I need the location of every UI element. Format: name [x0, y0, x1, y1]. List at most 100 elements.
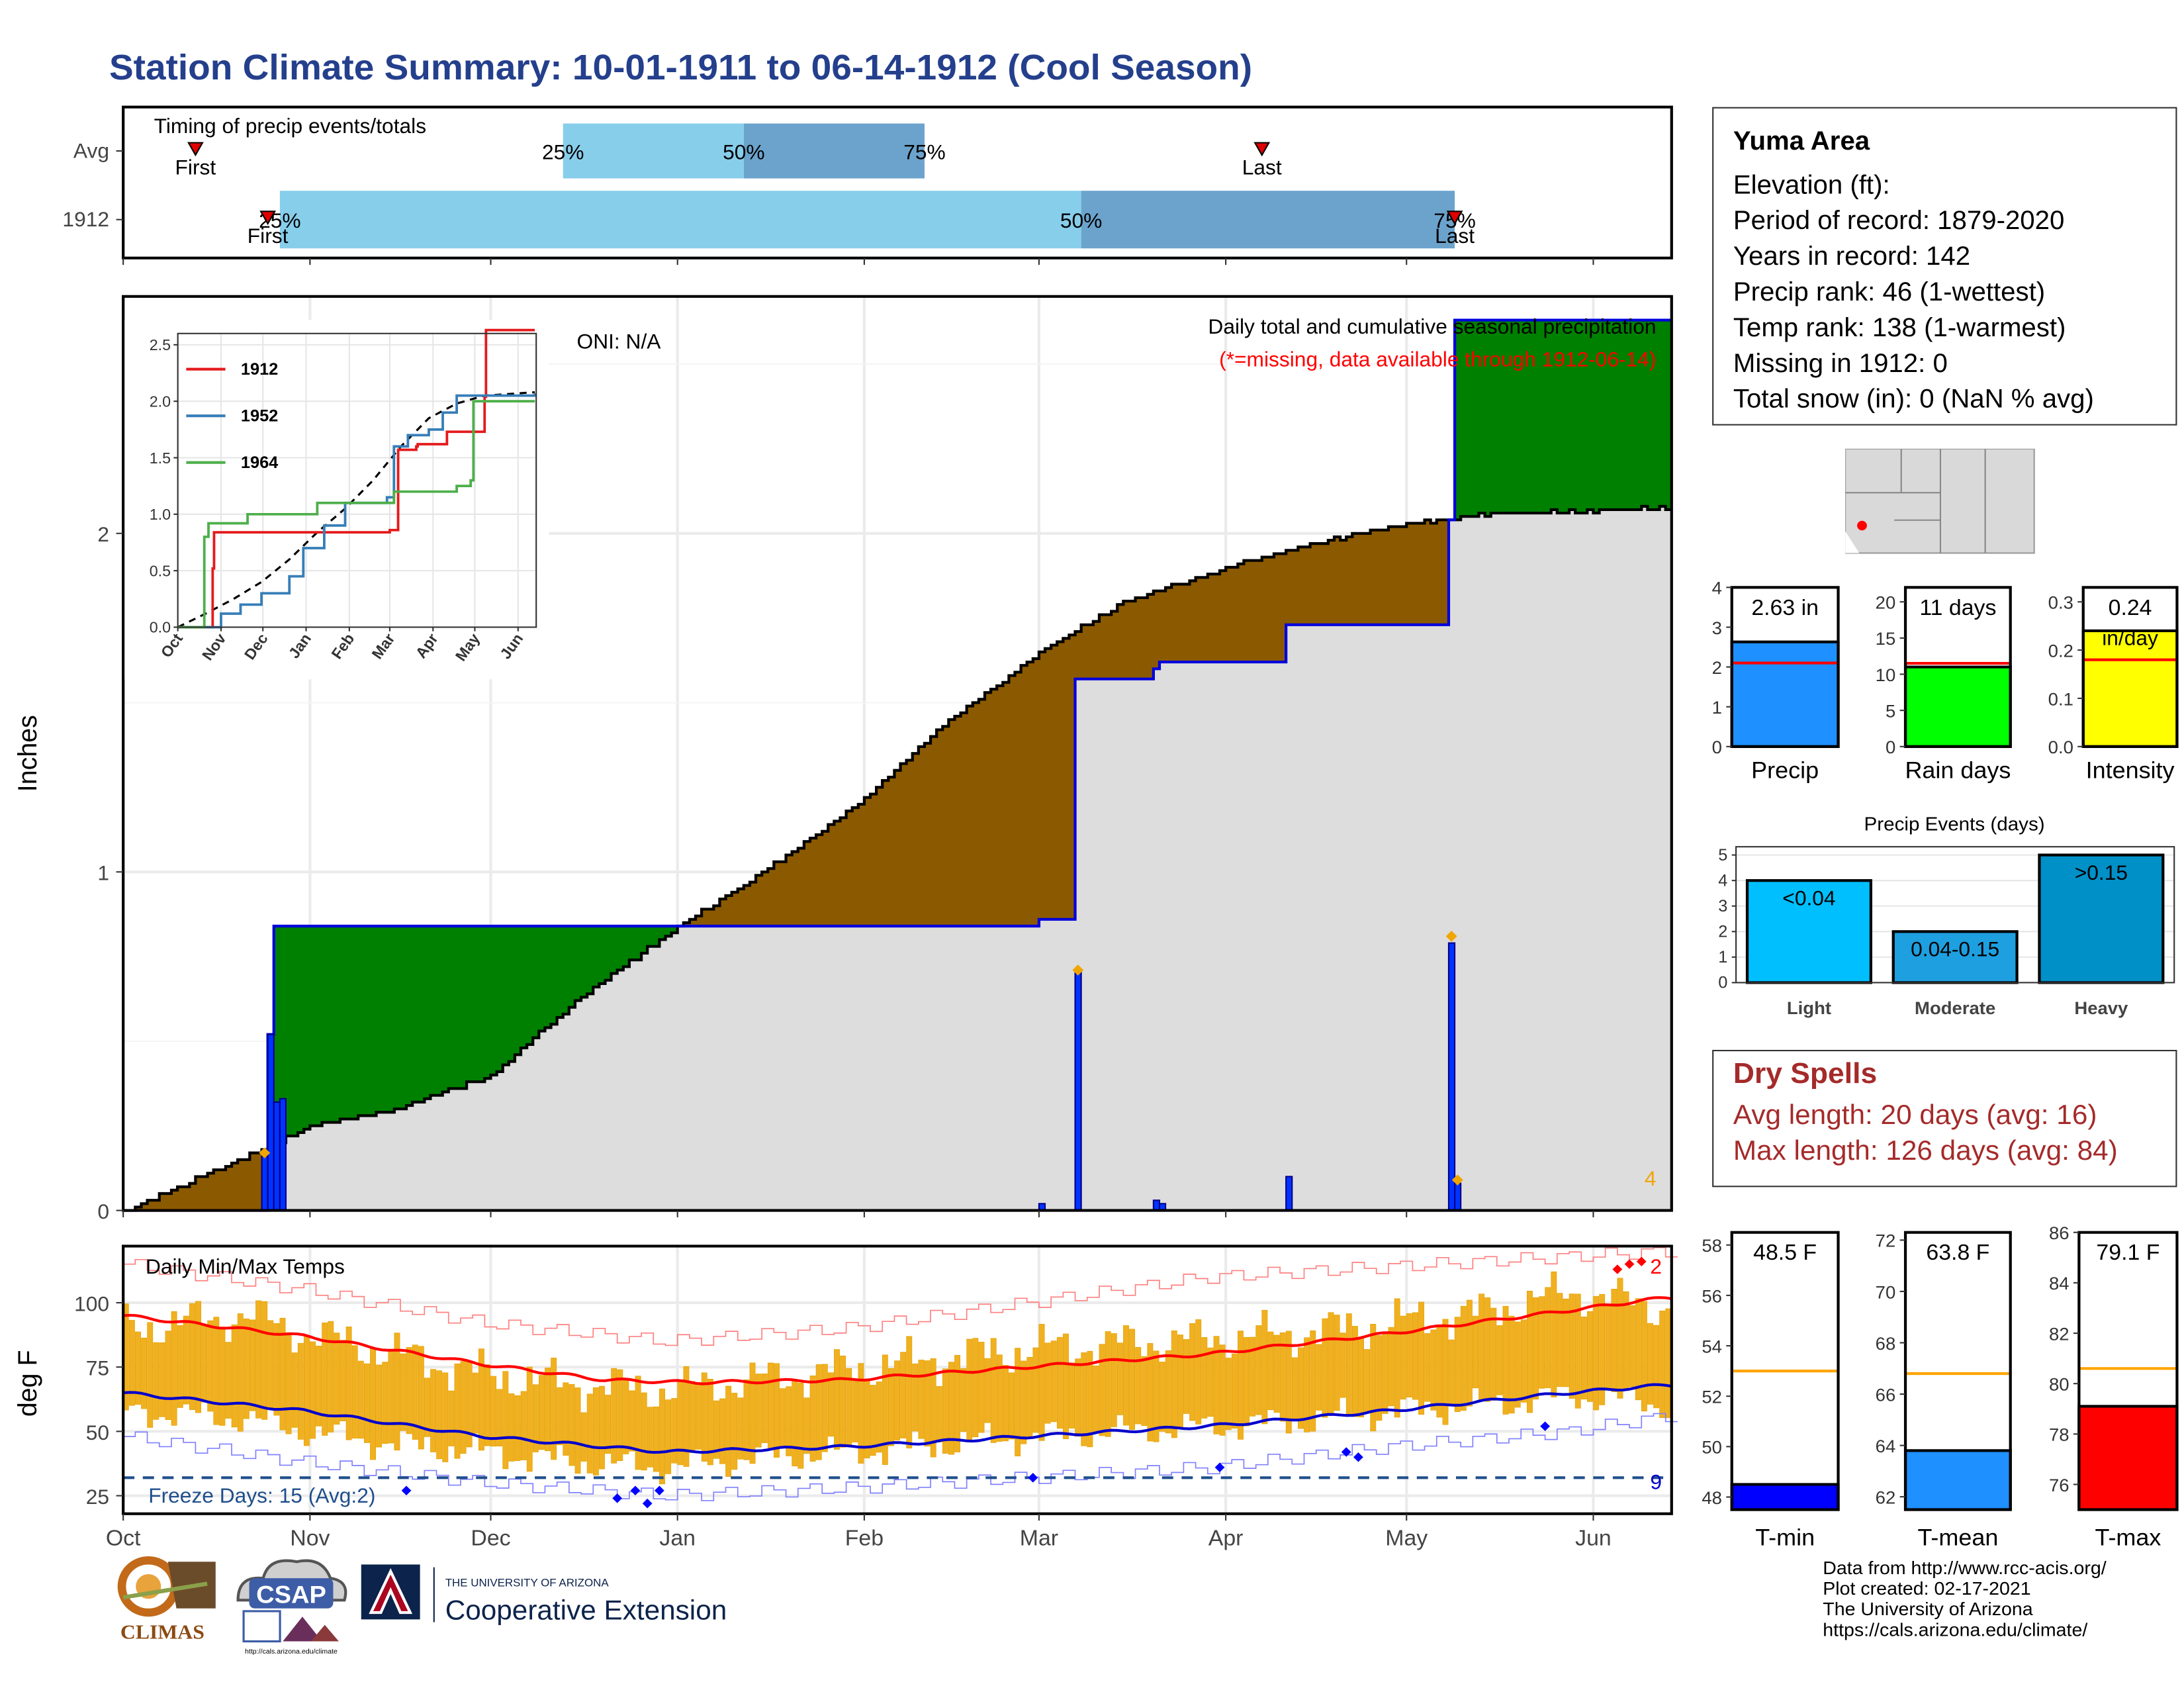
temp-daily-range-bar	[207, 1320, 214, 1412]
stat-ytick-label: 54	[1702, 1336, 1722, 1357]
temp-daily-range-bar	[394, 1333, 400, 1451]
temp-average-min-line	[123, 1383, 1672, 1454]
temp-xtick-label: Oct	[106, 1526, 141, 1551]
temp-daily-range-bar	[520, 1391, 527, 1460]
temp-daily-range-bar	[984, 1358, 991, 1423]
stat-ytick-label: 0.3	[2048, 592, 2073, 613]
timing-label-q50: 50%	[723, 141, 764, 164]
temp-daily-range-bar	[1514, 1321, 1521, 1408]
temp-daily-range-bar	[1165, 1350, 1171, 1434]
temp-daily-range-bar	[1388, 1327, 1394, 1407]
stat-category-label: T-mean	[1917, 1524, 1998, 1551]
inset-ytick-label: 0.0	[150, 619, 171, 636]
ua-logo-small-text: THE UNIVERSITY OF ARIZONA	[445, 1577, 610, 1589]
temp-daily-range-bar	[1087, 1350, 1093, 1448]
stat-category-label: T-min	[1755, 1524, 1815, 1551]
temp-daily-range-bar	[297, 1342, 304, 1440]
temp-daily-range-bar	[948, 1362, 954, 1455]
temp-daily-range-bar	[316, 1346, 322, 1427]
timing-label-last: Last	[1242, 156, 1282, 179]
timing-label-q50: 50%	[1060, 209, 1102, 232]
location-map	[1845, 448, 2035, 554]
events-bar-heavy	[2038, 853, 2165, 984]
temp-xtick-label: Nov	[290, 1526, 330, 1551]
temp-daily-range-bar	[827, 1372, 834, 1437]
stat-bar-rain-days	[1903, 665, 2012, 748]
temp-daily-range-bar	[400, 1353, 406, 1431]
station-snow: Total snow (in): 0 (NaN % avg)	[1733, 385, 2094, 415]
temp-record-min-line	[123, 1413, 1678, 1501]
temp-daily-range-bar	[1099, 1344, 1105, 1436]
dry-spells-title: Dry Spells	[1733, 1058, 1878, 1090]
temp-daily-range-bar	[334, 1333, 340, 1425]
stat-category-label: Intensity	[2086, 757, 2175, 784]
stat-ytick-label: 86	[2049, 1223, 2070, 1243]
temp-daily-range-bar	[1183, 1339, 1189, 1414]
temp-daily-range-bar	[786, 1386, 792, 1456]
temp-daily-range-bar	[1273, 1335, 1280, 1413]
temp-daily-range-bar	[159, 1342, 165, 1417]
stat-ytick-label: 4	[1712, 578, 1722, 598]
inset-series-line-1964	[177, 400, 535, 629]
temp-daily-range-bar	[743, 1380, 750, 1460]
temp-daily-range-bar	[1261, 1309, 1268, 1425]
temp-daily-range-bar	[1635, 1298, 1641, 1401]
temp-record-high-count: 2	[1650, 1255, 1662, 1278]
temp-daily-range-bar	[737, 1397, 744, 1460]
stat-ytick-label: 1	[1712, 697, 1722, 718]
temp-daily-range-bar	[1557, 1293, 1563, 1387]
temp-daily-range-bar	[1316, 1344, 1322, 1411]
temp-daily-range-bar	[1370, 1324, 1377, 1432]
temp-daily-range-bar	[1141, 1356, 1148, 1427]
stat-ytick-label: 20	[1876, 592, 1896, 613]
temp-daily-range-bar	[261, 1301, 268, 1420]
temp-daily-range-bar	[1213, 1336, 1220, 1434]
temp-daily-range-bar	[840, 1355, 846, 1448]
temp-record-low-marker	[630, 1485, 641, 1496]
temp-daily-range-bar	[424, 1378, 430, 1437]
temp-daily-range-bar	[563, 1382, 569, 1456]
temp-daily-range-bar	[1460, 1305, 1467, 1411]
timing-title: Timing of precip events/totals	[154, 115, 426, 138]
csap-logo-text: CSAP	[256, 1581, 326, 1609]
temp-daily-range-bar	[1201, 1337, 1208, 1419]
temp-daily-range-bar	[165, 1331, 171, 1421]
stat-category-label: Precip	[1751, 757, 1819, 784]
temp-daily-range-bar	[436, 1370, 443, 1460]
temp-daily-range-bar	[912, 1363, 919, 1432]
temp-daily-range-bar	[1647, 1323, 1653, 1405]
temp-daily-range-bar	[1593, 1295, 1600, 1411]
temp-daily-range-bar	[1153, 1350, 1160, 1442]
temp-daily-range-bar	[803, 1397, 810, 1454]
temp-daily-range-bar	[611, 1368, 617, 1464]
temp-daily-range-bar	[213, 1317, 220, 1425]
temp-daily-range-bar	[147, 1322, 154, 1428]
footer-line: The University of Arizona	[1823, 1599, 2033, 1620]
temp-daily-range-bar	[418, 1346, 424, 1450]
temp-daily-range-bar	[545, 1368, 551, 1452]
temp-daily-range-bar	[273, 1323, 280, 1416]
stat-ytick-label: 0	[1886, 737, 1895, 757]
temp-daily-range-bar	[1406, 1313, 1412, 1397]
temp-daily-range-bar	[1135, 1346, 1142, 1425]
temp-daily-range-bar	[1442, 1319, 1449, 1425]
temp-daily-range-bar	[551, 1358, 557, 1460]
ua-logo: THE UNIVERSITY OF ARIZONA Cooperative Ex…	[361, 1564, 727, 1625]
stat-ytick-label: 15	[1876, 628, 1896, 649]
temp-daily-range-bar	[1436, 1327, 1443, 1418]
temp-daily-range-bar	[363, 1363, 370, 1443]
temp-daily-range-bar	[1569, 1293, 1575, 1399]
temp-daily-range-bar	[749, 1362, 756, 1464]
temp-daily-range-bar	[1244, 1336, 1250, 1427]
temp-record-low-marker	[642, 1498, 653, 1509]
temp-record-low-marker	[1214, 1462, 1225, 1473]
temp-ytick-label: 75	[86, 1357, 109, 1380]
temp-daily-range-bar	[1310, 1330, 1316, 1432]
temp-daily-range-bar	[815, 1364, 822, 1460]
precip-record-marker	[1072, 964, 1084, 976]
precip-frame	[122, 295, 1673, 1212]
temp-daily-range-bar	[340, 1340, 346, 1421]
oni-label: ONI: N/A	[577, 330, 661, 353]
station-period: Period of record: 1879-2020	[1733, 207, 2065, 236]
